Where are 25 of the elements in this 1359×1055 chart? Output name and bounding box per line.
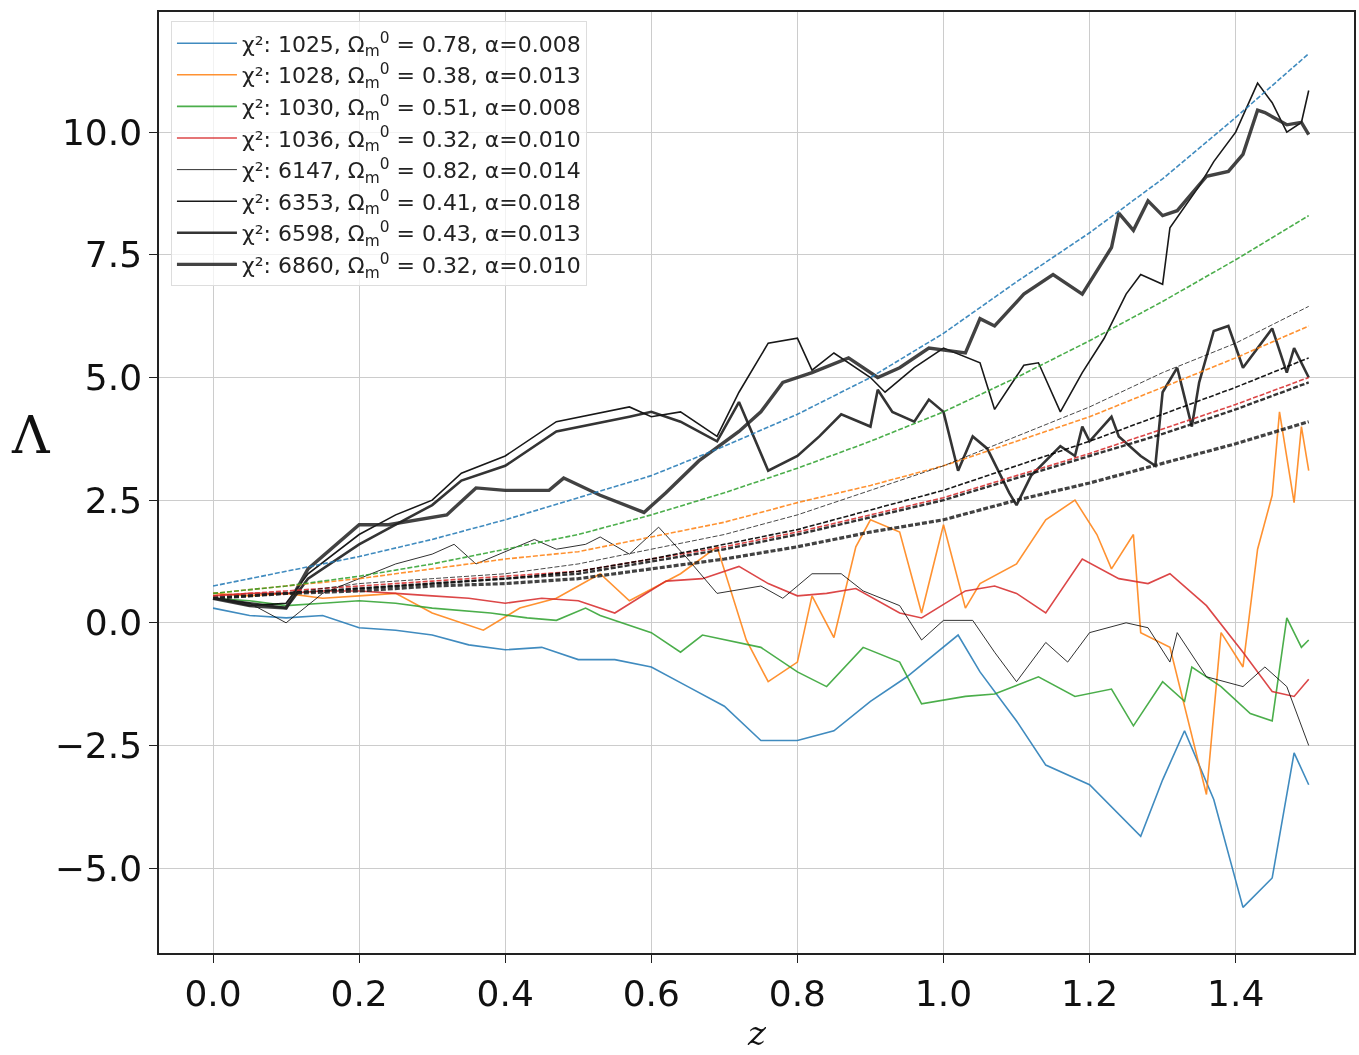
y-tick-label: 0.0 — [84, 602, 143, 644]
y-tick-label: −2.5 — [54, 725, 143, 767]
x-tick-label: 0.2 — [330, 972, 388, 1014]
y-tick-label: 2.5 — [84, 479, 143, 521]
y-tick-label: 7.5 — [84, 234, 143, 276]
x-tick-label: 1.4 — [1207, 972, 1265, 1014]
x-tick-label: 0.0 — [184, 972, 242, 1014]
x-tick-label: 1.0 — [914, 972, 973, 1014]
legend-label: χ²: 1036, Ω$_{m}$$^{0}$ = 0.32, α=0.010 — [241, 123, 581, 156]
legend-label: χ²: 1030, Ω$_{m}$$^{0}$ = 0.51, α=0.008 — [241, 91, 581, 124]
x-tick-label: 1.2 — [1060, 972, 1119, 1014]
x-tick-label: 0.6 — [622, 972, 680, 1014]
y-tick-label: 5.0 — [84, 357, 143, 399]
x-tick-label: 0.8 — [768, 972, 827, 1014]
y-axis-title: Λ — [11, 405, 51, 465]
x-tick-label: 0.4 — [476, 972, 534, 1014]
legend-label: χ²: 6147, Ω$_{m}$$^{0}$ = 0.82, α=0.014 — [241, 154, 581, 187]
legend-label: χ²: 1025, Ω$_{m}$$^{0}$ = 0.78, α=0.008 — [241, 28, 581, 61]
y-tick-label: −5.0 — [54, 847, 143, 889]
legend-label: χ²: 6598, Ω$_{m}$$^{0}$ = 0.43, α=0.013 — [241, 218, 581, 251]
x-axis-title: z — [747, 1013, 767, 1053]
legend-label: χ²: 6860, Ω$_{m}$$^{0}$ = 0.32, α=0.010 — [241, 249, 581, 282]
legend-label: χ²: 1028, Ω$_{m}$$^{0}$ = 0.38, α=0.013 — [241, 60, 581, 93]
y-tick-label: 10.0 — [61, 111, 143, 153]
legend-label: χ²: 6353, Ω$_{m}$$^{0}$ = 0.41, α=0.018 — [241, 186, 581, 219]
